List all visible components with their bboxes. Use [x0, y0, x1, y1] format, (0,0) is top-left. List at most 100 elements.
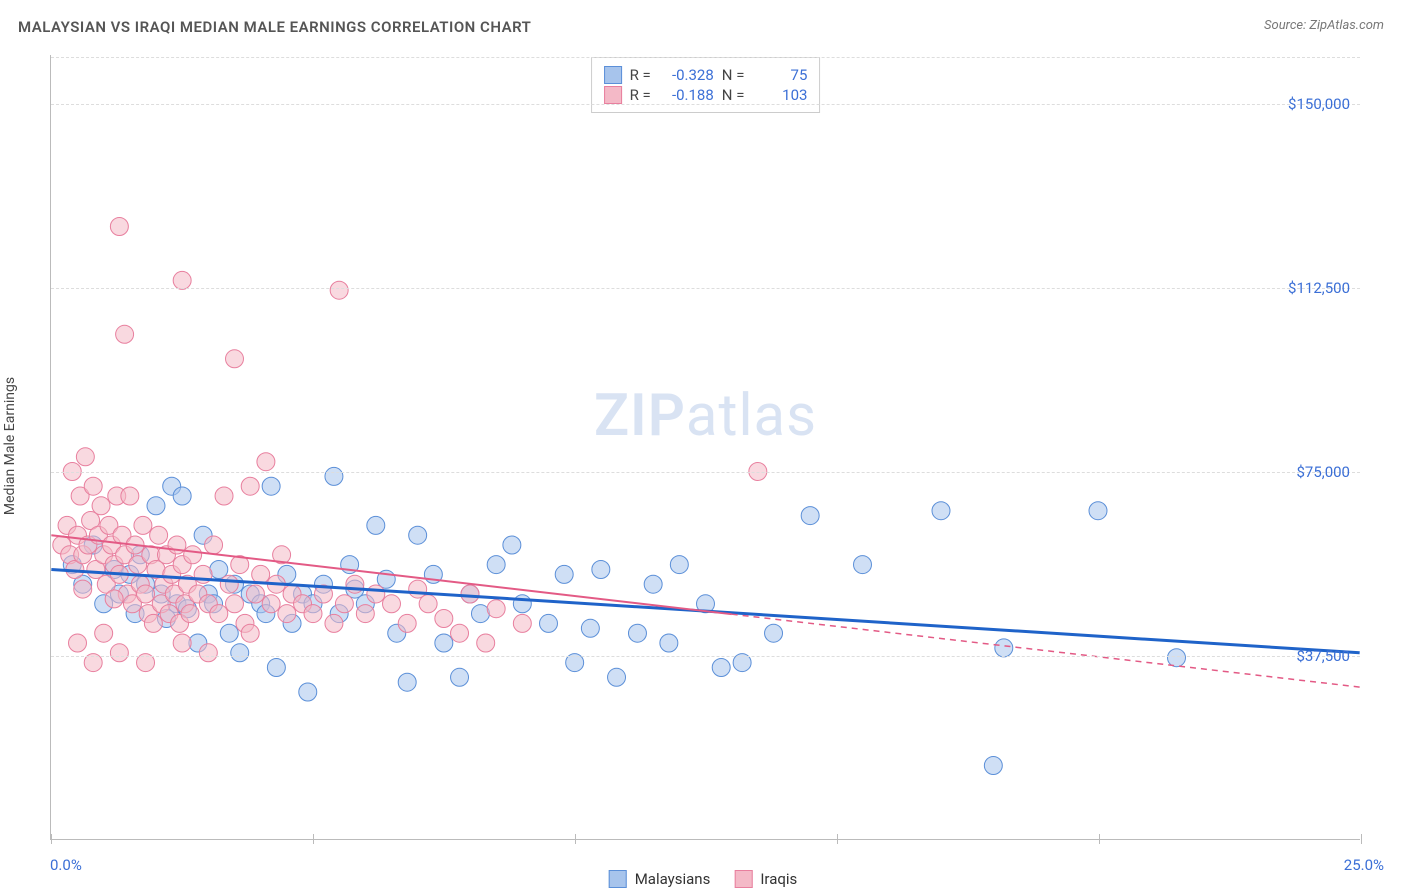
scatter-point — [471, 605, 489, 623]
scatter-point — [660, 634, 678, 652]
legend-item-series2: Iraqis — [734, 870, 797, 888]
scatter-point — [220, 624, 238, 642]
scatter-point — [76, 448, 94, 466]
x-tick — [1361, 834, 1362, 844]
x-min-label: 0.0% — [50, 856, 82, 874]
bottom-legend: Malaysians Iraqis — [609, 870, 798, 888]
scatter-point — [92, 497, 110, 515]
y-tick-label: $75,000 — [1296, 463, 1350, 481]
chart-source: Source: ZipAtlas.com — [1264, 18, 1384, 33]
scatter-point — [451, 668, 469, 686]
scatter-point — [262, 595, 280, 613]
scatter-point — [335, 595, 353, 613]
r-value-2: -0.188 — [659, 86, 714, 104]
scatter-point — [419, 595, 437, 613]
scatter-point — [299, 683, 317, 701]
y-tick-label: $150,000 — [1288, 95, 1350, 113]
scatter-point — [487, 600, 505, 618]
scatter-point — [84, 477, 102, 495]
scatter-point — [409, 526, 427, 544]
scatter-point — [116, 325, 134, 343]
scatter-point — [226, 595, 244, 613]
scatter-point — [984, 757, 1002, 775]
scatter-point — [383, 595, 401, 613]
scatter-point — [330, 281, 348, 299]
stats-row-series2: R = -0.188 N = 103 — [604, 86, 808, 104]
gridline — [51, 288, 1360, 289]
scatter-point — [513, 595, 531, 613]
y-tick-label: $37,500 — [1296, 647, 1350, 665]
scatter-point — [74, 580, 92, 598]
scatter-point — [1168, 649, 1186, 667]
scatter-point — [487, 556, 505, 574]
scatter-point — [712, 659, 730, 677]
scatter-point — [95, 624, 113, 642]
x-tick — [1099, 834, 1100, 844]
r-value-1: -0.328 — [659, 66, 714, 84]
legend-label-series1: Malaysians — [635, 870, 711, 888]
plot-svg — [51, 55, 1360, 839]
swatch-series1 — [604, 66, 622, 84]
scatter-point — [325, 614, 343, 632]
scatter-point — [210, 605, 228, 623]
n-value-1: 75 — [752, 66, 807, 84]
n-label-2: N = — [722, 86, 745, 104]
scatter-point — [555, 565, 573, 583]
scatter-point — [257, 453, 275, 471]
scatter-point — [246, 585, 264, 603]
scatter-point — [150, 526, 168, 544]
stats-row-series1: R = -0.328 N = 75 — [604, 66, 808, 84]
scatter-point — [477, 634, 495, 652]
n-value-2: 103 — [752, 86, 807, 104]
scatter-point — [628, 624, 646, 642]
gridline — [51, 57, 1360, 58]
swatch-series2 — [604, 86, 622, 104]
scatter-point — [513, 614, 531, 632]
scatter-point — [435, 634, 453, 652]
scatter-point — [173, 271, 191, 289]
r-label-1: R = — [630, 66, 651, 84]
gridline — [51, 656, 1360, 657]
scatter-point — [262, 477, 280, 495]
scatter-point — [241, 477, 259, 495]
scatter-point — [932, 502, 950, 520]
scatter-point — [398, 673, 416, 691]
scatter-point — [267, 659, 285, 677]
chart-title: MALAYSIAN VS IRAQI MEDIAN MALE EARNINGS … — [18, 18, 531, 36]
scatter-point — [367, 516, 385, 534]
gridline — [51, 104, 1360, 105]
legend-item-series1: Malaysians — [609, 870, 711, 888]
scatter-point — [110, 644, 128, 662]
scatter-point — [1089, 502, 1107, 520]
scatter-point — [134, 516, 152, 534]
scatter-point — [121, 487, 139, 505]
legend-swatch-series1 — [609, 870, 627, 888]
x-tick — [313, 834, 314, 844]
x-tick — [51, 834, 52, 844]
chart-container: MALAYSIAN VS IRAQI MEDIAN MALE EARNINGS … — [0, 0, 1406, 892]
scatter-point — [644, 575, 662, 593]
gridline — [51, 472, 1360, 473]
scatter-point — [231, 644, 249, 662]
scatter-point — [461, 585, 479, 603]
scatter-point — [356, 605, 374, 623]
scatter-point — [147, 497, 165, 515]
scatter-point — [325, 467, 343, 485]
trend-line-dashed — [732, 614, 1360, 687]
scatter-point — [252, 565, 270, 583]
scatter-point — [220, 575, 238, 593]
scatter-point — [592, 561, 610, 579]
scatter-point — [503, 536, 521, 554]
scatter-point — [854, 556, 872, 574]
scatter-point — [241, 624, 259, 642]
y-tick-label: $112,500 — [1288, 279, 1350, 297]
scatter-point — [367, 585, 385, 603]
scatter-point — [278, 605, 296, 623]
y-axis-label: Median Male Earnings — [2, 377, 18, 515]
scatter-point — [995, 639, 1013, 657]
scatter-point — [181, 605, 199, 623]
scatter-point — [205, 536, 223, 554]
x-max-label: 25.0% — [1344, 856, 1384, 874]
scatter-point — [215, 487, 233, 505]
scatter-point — [670, 556, 688, 574]
